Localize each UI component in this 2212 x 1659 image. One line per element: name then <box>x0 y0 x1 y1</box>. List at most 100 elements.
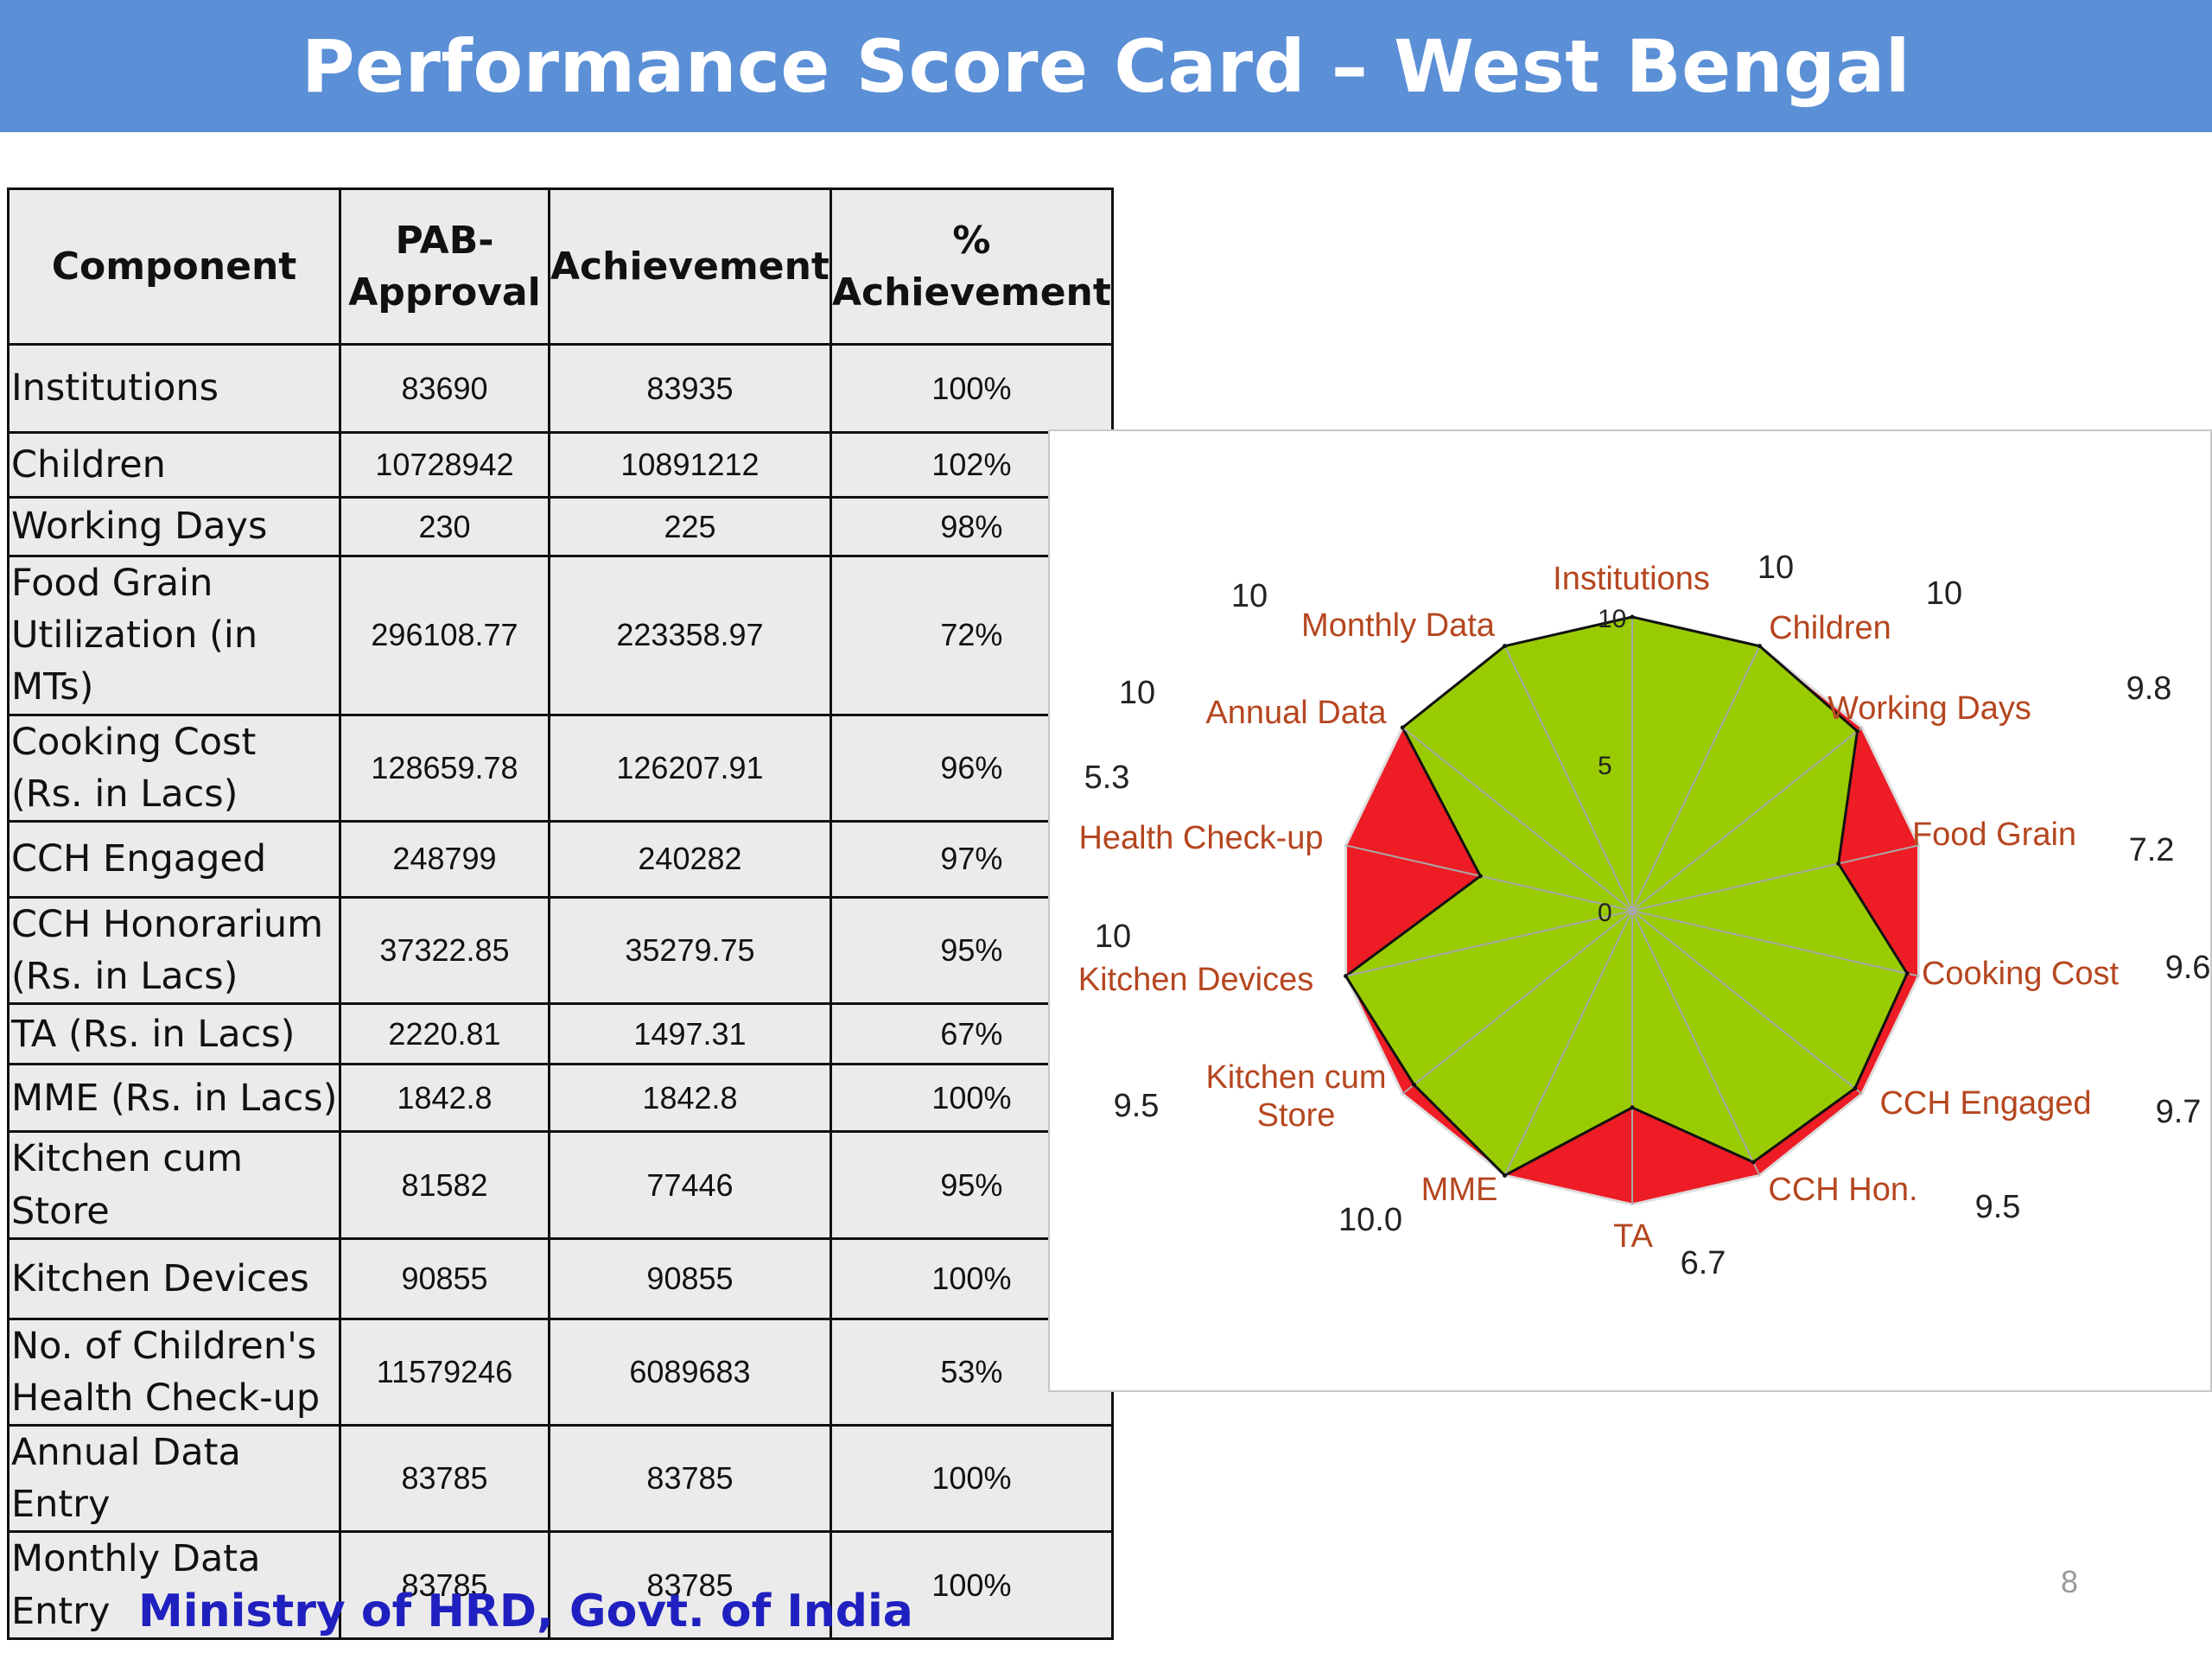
cell-achievement: 83785 <box>548 1424 832 1534</box>
radar-point <box>1758 644 1763 649</box>
radar-chart: 0 5 10 Institutions 10 Children 10 Working Days… <box>1078 550 2210 1281</box>
radar-spoke <box>1345 844 1633 912</box>
radar-tick-label: 10 <box>1598 605 1626 633</box>
cell-pab-approval: 2220.81 <box>339 1002 550 1066</box>
cell-achievement: 1842.8 <box>548 1063 832 1134</box>
radar-point <box>1853 1086 1858 1091</box>
column-header-component: Component <box>7 188 341 346</box>
column-header-achievement: Achievement <box>548 188 832 346</box>
cell-pct-achievement: 100% <box>829 1530 1114 1640</box>
cell-pab-approval: 37322.85 <box>339 895 550 1006</box>
radar-category-label: Cooking Cost <box>1922 956 2120 992</box>
cell-component: TA (Rs. in Lacs) <box>7 1002 341 1066</box>
cell-component: Kitchen cum Store <box>7 1130 341 1240</box>
cell-component: Kitchen Devices <box>7 1236 341 1320</box>
cell-achievement: 83935 <box>548 343 832 434</box>
radar-value-label: 9.5 <box>1975 1189 2021 1225</box>
radar-spoke <box>1631 910 1919 977</box>
radar-spoke <box>1631 910 1761 1176</box>
radar-category-label: CCH Engaged <box>1879 1085 2091 1122</box>
radar-category-label: Health Check-up <box>1078 820 1323 856</box>
cell-pab-approval: 81582 <box>339 1130 550 1240</box>
table-body: Institutions 83690 83935 100% Children 107289… <box>7 343 1114 1640</box>
cell-component: No. of Children's Health Check-up <box>7 1317 341 1427</box>
cell-component: Annual Data Entry <box>7 1424 341 1534</box>
radar-value-label: 6.7 <box>1681 1245 1726 1281</box>
radar-value-label: 10 <box>1231 578 1268 614</box>
cell-pab-approval: 1842.8 <box>339 1063 550 1134</box>
radar-point <box>1630 1105 1635 1110</box>
radar-spoke <box>1503 910 1633 1176</box>
radar-value-label: 9.8 <box>2126 671 2172 707</box>
radar-tick-label: 5 <box>1598 752 1612 780</box>
table-row: TA (Rs. in Lacs) 2220.81 1497.31 67% <box>7 1002 1114 1066</box>
cell-component: Monthly Data Entry <box>7 1530 341 1640</box>
cell-achievement: 1497.31 <box>548 1002 832 1066</box>
radar-point <box>1478 874 1483 879</box>
cell-achievement: 126207.91 <box>548 713 832 823</box>
table-row: Monthly Data Entry 83785 83785 100% <box>7 1530 1114 1640</box>
radar-value-label: 5.3 <box>1084 760 1130 796</box>
cell-component: Children <box>7 431 341 499</box>
cell-pab-approval: 248799 <box>339 819 550 899</box>
cell-pab-approval: 128659.78 <box>339 713 550 823</box>
radar-point <box>1855 728 1860 734</box>
cell-achievement: 240282 <box>548 819 832 899</box>
cell-achievement: 225 <box>548 496 832 557</box>
cell-component: CCH Engaged <box>7 819 341 899</box>
radar-point <box>1630 614 1635 620</box>
radar-point <box>1502 1173 1507 1178</box>
table-header-row: Component PAB- Approval Achievement % Ac… <box>7 188 1114 346</box>
cell-achievement: 35279.75 <box>548 895 832 1006</box>
radar-point <box>1400 725 1405 730</box>
radar-category-label: TA <box>1613 1218 1653 1255</box>
radar-value-label: 9.7 <box>2156 1094 2202 1130</box>
cell-pab-approval: 83785 <box>339 1530 550 1640</box>
cell-pab-approval: 83690 <box>339 343 550 434</box>
radar-value-label: 10 <box>1758 550 1794 586</box>
table-row: CCH Honorarium (Rs. in Lacs) 37322.85 3527… <box>7 895 1114 1006</box>
cell-pab-approval: 11579246 <box>339 1317 550 1427</box>
page-title: Performance Score Card – West Bengal <box>301 23 1911 109</box>
radar-point <box>1836 861 1841 867</box>
radar-point <box>1411 1082 1416 1087</box>
radar-category-label: Monthly Data <box>1301 607 1496 644</box>
table-row: MME (Rs. in Lacs) 1842.8 1842.8 100% <box>7 1063 1114 1134</box>
radar-value-label: 7.2 <box>2129 832 2175 868</box>
radar-value-label: 10 <box>1926 575 1962 612</box>
cell-pab-approval: 10728942 <box>339 431 550 499</box>
radar-category-label: Food Grain <box>1912 817 2076 853</box>
cell-achievement: 90855 <box>548 1236 832 1320</box>
cell-achievement: 6089683 <box>548 1317 832 1427</box>
radar-value-label: 10 <box>1095 918 1131 955</box>
cell-achievement: 77446 <box>548 1130 832 1240</box>
table-row: CCH Engaged 248799 240282 97% <box>7 819 1114 899</box>
radar-value-label: 9.6 <box>2165 950 2210 986</box>
radar-category-label: Annual Data <box>1205 695 1387 731</box>
radar-point <box>1344 974 1349 979</box>
page-number: 8 <box>2061 1564 2079 1599</box>
cell-pab-approval: 230 <box>339 496 550 557</box>
table-row: Annual Data Entry 83785 83785 100% <box>7 1424 1114 1534</box>
table-row: Food Grain Utilization (in MTs) 296108.77… <box>7 555 1114 716</box>
radar-spoke <box>1503 645 1633 912</box>
cell-component: Cooking Cost (Rs. in Lacs) <box>7 713 341 823</box>
radar-point <box>1502 644 1507 649</box>
cell-component: Institutions <box>7 343 341 434</box>
cell-component: Working Days <box>7 496 341 557</box>
radar-spoke <box>1631 727 1863 912</box>
cell-pct-achievement: 100% <box>829 1424 1114 1534</box>
column-header-pab-approval: PAB- Approval <box>339 188 550 346</box>
cell-achievement: 223358.97 <box>548 555 832 716</box>
radar-category-label: Working Days <box>1827 690 2031 727</box>
radar-category-label: MME <box>1421 1172 1498 1208</box>
cell-pab-approval: 296108.77 <box>339 555 550 716</box>
cell-pab-approval: 90855 <box>339 1236 550 1320</box>
radar-category-label: Kitchen Devices <box>1078 962 1313 998</box>
cell-pab-approval: 83785 <box>339 1424 550 1534</box>
cell-component: Food Grain Utilization (in MTs) <box>7 555 341 716</box>
cell-achievement: 83785 <box>548 1530 832 1640</box>
table-row: Kitchen Devices 90855 90855 100% <box>7 1236 1114 1320</box>
cell-component: MME (Rs. in Lacs) <box>7 1063 341 1134</box>
title-bar: Performance Score Card – West Bengal <box>0 0 2212 132</box>
